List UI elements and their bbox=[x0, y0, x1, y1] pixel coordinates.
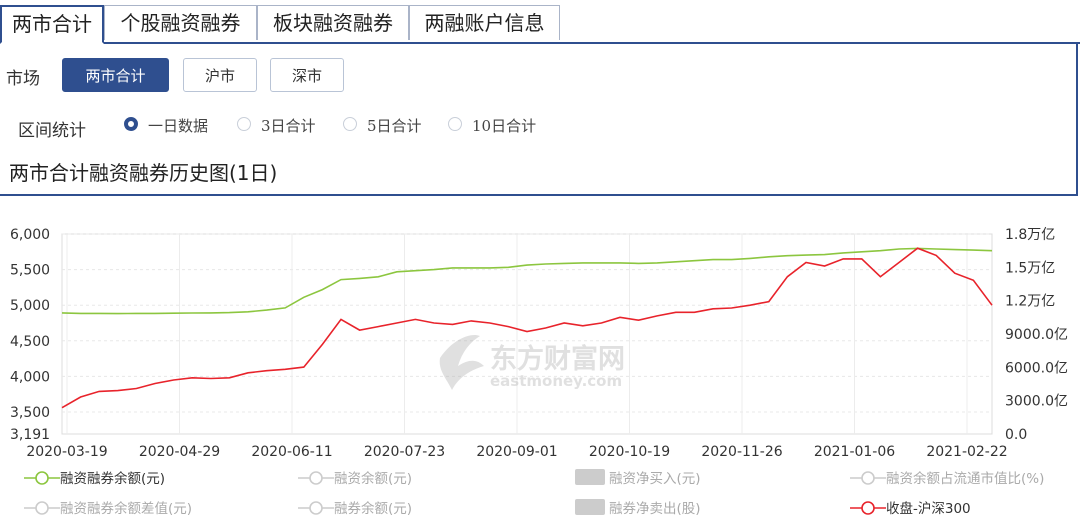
market-both-button[interactable]: 两市合计 bbox=[62, 58, 169, 92]
x-tick-label: 2020-11-26 bbox=[701, 444, 782, 460]
chart-axes: 6,000 5,500 5,000 4,500 4,000 3,500 3,191 1.8万亿… bbox=[10, 227, 1068, 460]
x-tick-label: 2020-07-23 bbox=[364, 444, 445, 460]
x-tick-label: 2020-03-19 bbox=[26, 444, 107, 460]
legend-item[interactable]: 融券余额(元) bbox=[298, 500, 412, 517]
radio-checked-icon bbox=[124, 117, 138, 131]
chart-series bbox=[61, 247, 993, 409]
left-tick-label: 5,500 bbox=[10, 263, 50, 279]
legend-bar-icon bbox=[575, 469, 605, 485]
tab-account-info[interactable]: 两融账户信息 bbox=[409, 5, 560, 40]
left-tick-label: 4,000 bbox=[10, 369, 50, 385]
tab-sector-margin[interactable]: 板块融资融券 bbox=[257, 5, 409, 40]
series-line bbox=[61, 247, 993, 409]
series-line bbox=[61, 247, 993, 315]
left-tick-label: 5,000 bbox=[10, 298, 50, 314]
legend-item[interactable]: 融资净买入(元) bbox=[575, 469, 701, 487]
legend-marker-icon bbox=[309, 501, 323, 515]
legend-bar-icon bbox=[575, 499, 605, 515]
legend-item[interactable]: 融资余额占流通市值比(%) bbox=[850, 470, 1044, 487]
tab-stock-margin[interactable]: 个股融资融券 bbox=[104, 5, 257, 40]
eastmoney-logo-icon bbox=[439, 334, 484, 390]
legend-marker-icon bbox=[35, 501, 49, 515]
margin-history-chart: 东方财富网 eastmoney.com 6,000 5,500 5,000 4,500… bbox=[10, 227, 1068, 517]
market-label: 市场 bbox=[6, 69, 40, 89]
legend-label: 融券净卖出(股) bbox=[609, 501, 701, 517]
left-tick-label: 3,500 bbox=[10, 405, 50, 421]
legend-item[interactable]: 融券净卖出(股) bbox=[575, 499, 701, 517]
right-tick-label: 1.8万亿 bbox=[1005, 227, 1055, 243]
left-tick-label: 4,500 bbox=[10, 334, 50, 350]
legend-marker-icon bbox=[309, 471, 323, 485]
radio-unchecked-icon bbox=[343, 117, 357, 131]
radio-unchecked-icon bbox=[448, 117, 462, 131]
right-tick-label: 9000.0亿 bbox=[1005, 327, 1068, 343]
watermark-cn: 东方财富网 bbox=[490, 343, 625, 375]
legend-item[interactable]: 收盘-沪深300 bbox=[850, 500, 971, 517]
left-tick-label: 3,191 bbox=[10, 427, 50, 443]
watermark: 东方财富网 eastmoney.com bbox=[439, 334, 625, 390]
radio-unchecked-icon bbox=[237, 117, 251, 131]
watermark-en: eastmoney.com bbox=[490, 372, 622, 390]
interval-label: 区间统计 bbox=[18, 121, 86, 141]
market-sz-button[interactable]: 深市 bbox=[270, 58, 344, 92]
legend-label: 融资余额占流通市值比(%) bbox=[886, 470, 1044, 487]
legend-marker-icon bbox=[35, 471, 49, 485]
left-tick-label: 6,000 bbox=[10, 227, 50, 243]
legend-label: 融资净买入(元) bbox=[609, 471, 701, 487]
plot-frame bbox=[61, 233, 993, 435]
legend-item[interactable]: 融资融券余额(元) bbox=[24, 470, 165, 487]
legend-label: 融资融券余额差值(元) bbox=[60, 500, 192, 517]
legend-label: 融资融券余额(元) bbox=[60, 470, 165, 487]
right-tick-label: 0.0 bbox=[1005, 427, 1027, 443]
x-tick-label: 2021-01-06 bbox=[814, 444, 895, 460]
legend-item[interactable]: 融资融券余额差值(元) bbox=[24, 500, 192, 517]
x-tick-label: 2020-04-29 bbox=[139, 444, 220, 460]
chart-legend: 融资融券余额(元) 融资余额(元) 融资净买入(元) 融资余额占流通市值比(%) 融资融… bbox=[24, 469, 1044, 517]
legend-label: 融资余额(元) bbox=[334, 470, 412, 487]
market-sh-button[interactable]: 沪市 bbox=[183, 58, 257, 92]
legend-label: 融券余额(元) bbox=[334, 500, 412, 517]
chart-title: 两市合计融资融券历史图(1日) bbox=[9, 161, 278, 185]
x-tick-label: 2020-10-19 bbox=[589, 444, 670, 460]
legend-marker-icon bbox=[861, 471, 875, 485]
right-tick-label: 6000.0亿 bbox=[1005, 360, 1068, 376]
x-tick-label: 2020-06-11 bbox=[251, 444, 332, 460]
tab-both-markets[interactable]: 两市合计 bbox=[0, 5, 104, 44]
legend-label: 收盘-沪深300 bbox=[886, 500, 971, 517]
x-tick-label: 2020-09-01 bbox=[476, 444, 557, 460]
chart-grid bbox=[61, 233, 993, 435]
right-tick-label: 3000.0亿 bbox=[1005, 394, 1068, 410]
legend-marker-icon bbox=[861, 501, 875, 515]
legend-item[interactable]: 融资余额(元) bbox=[298, 470, 412, 487]
x-tick-label: 2021-02-22 bbox=[926, 444, 1007, 460]
tabs-underline bbox=[0, 42, 1080, 44]
right-tick-label: 1.2万亿 bbox=[1005, 294, 1055, 310]
right-tick-label: 1.5万亿 bbox=[1005, 260, 1055, 276]
main-tabs: 两市合计 个股融资融券 板块融资融券 两融账户信息 bbox=[0, 5, 1080, 44]
